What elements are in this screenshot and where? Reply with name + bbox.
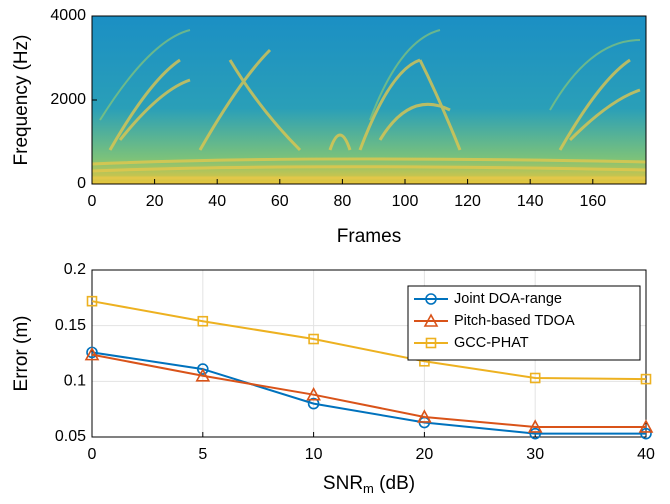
series-line bbox=[91, 351, 646, 435]
x-tick-label: 5 bbox=[198, 446, 207, 463]
marker bbox=[307, 397, 320, 410]
legend-label: Joint DOA-range bbox=[454, 291, 562, 307]
marker bbox=[527, 419, 543, 433]
marker bbox=[529, 372, 541, 384]
marker bbox=[197, 363, 209, 375]
x-axis-label: Frames bbox=[337, 226, 401, 247]
x-tick-label: 20 bbox=[146, 193, 164, 210]
x-tick-label: 80 bbox=[333, 193, 351, 210]
y-tick-label: 0.2 bbox=[64, 261, 86, 278]
marker bbox=[195, 368, 211, 382]
x-label-rest: (dB) bbox=[374, 473, 415, 494]
marker bbox=[84, 346, 100, 361]
x-tick-label: 40 bbox=[637, 446, 655, 463]
y-tick-label: 0.05 bbox=[55, 428, 86, 445]
marker bbox=[308, 333, 319, 345]
marker bbox=[425, 337, 437, 349]
x-label-base: SNR bbox=[323, 473, 363, 494]
x-tick-label: 100 bbox=[392, 193, 419, 210]
series-line bbox=[91, 353, 646, 428]
marker bbox=[417, 409, 432, 423]
marker bbox=[425, 293, 437, 305]
x-tick-label: 10 bbox=[305, 446, 323, 463]
legend-label: GCC-PHAT bbox=[454, 335, 529, 351]
x-tick-label: 60 bbox=[271, 193, 289, 210]
legend-label: Pitch-based TDOA bbox=[454, 313, 575, 329]
x-tick-label: 0 bbox=[88, 193, 97, 210]
marker bbox=[423, 313, 439, 327]
marker bbox=[638, 419, 654, 433]
marker bbox=[640, 427, 652, 440]
series-line bbox=[91, 300, 647, 381]
line-axes: 0.05 0.1 0.15 0.2 0 5 10 20 30 40 Joint DOA-range P… bbox=[11, 261, 655, 496]
x-tick-label: 0 bbox=[88, 446, 97, 463]
x-label-sub: m bbox=[363, 481, 374, 496]
spectrogram-axes: 0 20 40 60 80 100 120 140 160 0 2000 4000 Frames Freq… bbox=[11, 7, 647, 247]
x-tick-label: 160 bbox=[579, 193, 606, 210]
marker bbox=[306, 387, 321, 401]
x-tick-label: 120 bbox=[454, 193, 481, 210]
y-tick-label: 0 bbox=[77, 175, 86, 192]
marker bbox=[529, 427, 542, 440]
axes-box bbox=[91, 269, 647, 438]
marker bbox=[197, 315, 209, 327]
marker bbox=[640, 373, 652, 385]
x-tick-label: 20 bbox=[416, 446, 434, 463]
y-axis-label: Frequency (Hz) bbox=[11, 35, 32, 166]
x-tick-label: 40 bbox=[208, 193, 226, 210]
y-tick-label: 2000 bbox=[50, 91, 86, 108]
spectrogram-image bbox=[91, 16, 647, 184]
marker bbox=[86, 295, 98, 307]
x-axis-label: SNRm (dB) bbox=[323, 473, 415, 496]
y-axis-label: Error (m) bbox=[11, 316, 32, 392]
y-tick-label: 0.15 bbox=[55, 317, 86, 334]
y-tick-label: 0.1 bbox=[64, 373, 86, 390]
x-tick-label: 140 bbox=[517, 193, 544, 210]
y-tick-label: 4000 bbox=[50, 7, 86, 24]
x-tick-label: 30 bbox=[526, 446, 544, 463]
